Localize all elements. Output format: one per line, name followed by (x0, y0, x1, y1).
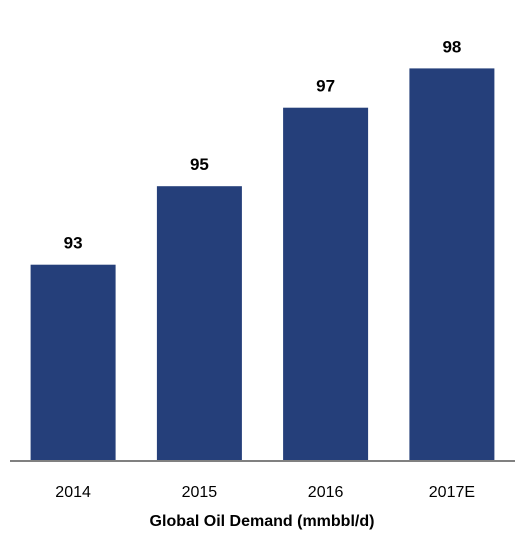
data-label-2016: 97 (316, 77, 335, 96)
bar-2015 (156, 186, 242, 461)
bar-2017E (409, 68, 495, 462)
bar-2016 (283, 107, 369, 461)
data-label-2014: 93 (64, 234, 83, 253)
x-tick-label-2015: 2015 (182, 484, 218, 501)
x-tick-labels-group: 2014 2015 2016 2017E (55, 484, 475, 501)
x-tick-label-2016: 2016 (308, 484, 344, 501)
data-label-2017E: 98 (442, 37, 461, 56)
x-axis-label: Global Oil Demand (mmbbl/d) (150, 513, 375, 530)
bar-2014 (30, 264, 116, 461)
value-labels-group: 93 95 97 98 (64, 37, 462, 252)
x-tick-label-2017E: 2017E (429, 484, 475, 501)
bars-group (30, 68, 495, 462)
data-label-2015: 95 (190, 155, 209, 174)
x-tick-label-2014: 2014 (55, 484, 91, 501)
